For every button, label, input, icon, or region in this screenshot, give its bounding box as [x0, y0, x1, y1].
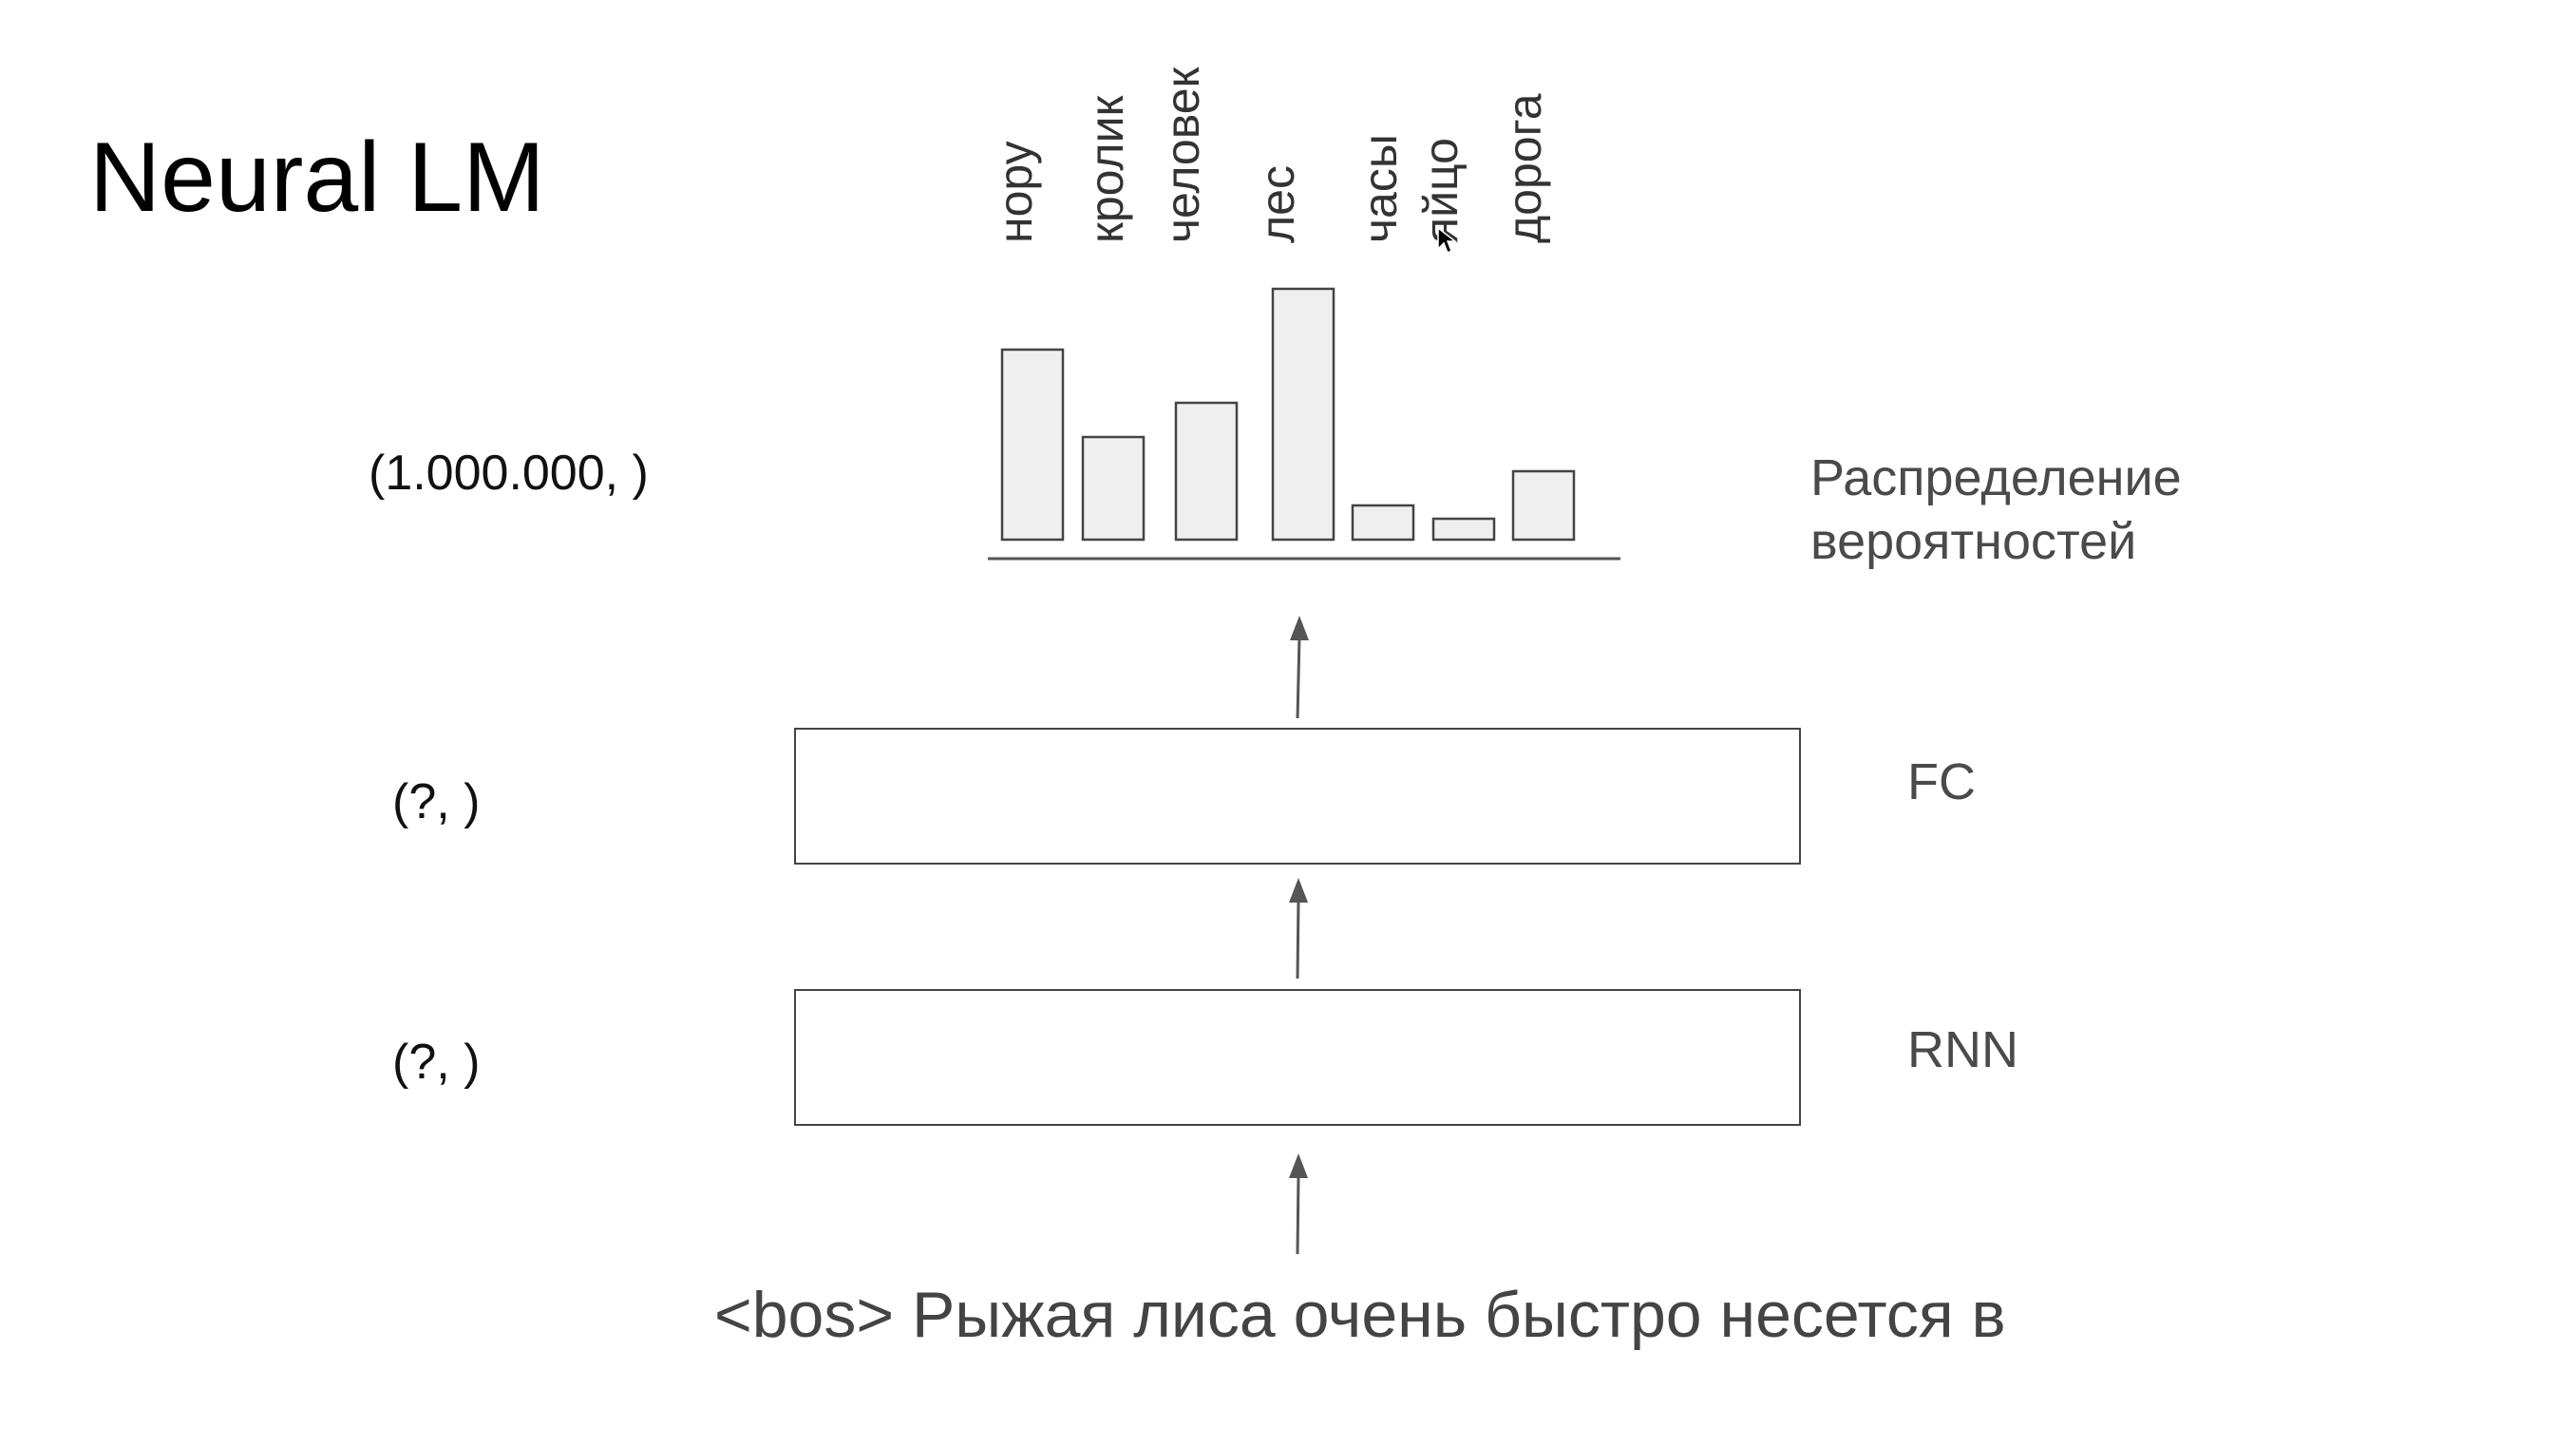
distribution-label-line-2: вероятностей [1810, 512, 2137, 570]
input-sentence: <bos> Рыжая лиса очень быстро несется в [714, 1279, 2006, 1351]
bar-0 [1000, 348, 1065, 542]
rnn-shape-label: (?, ) [392, 1035, 481, 1090]
rnn-layer-label: RNN [1907, 1021, 2018, 1078]
slide-title: Neural LM [89, 123, 545, 233]
bar-5 [1431, 517, 1496, 542]
words-group: нору кролик человек лес часы яйцо дорога [989, 66, 1551, 243]
category-label-3: лес [1251, 165, 1304, 243]
fc-layer-label: FC [1907, 753, 1976, 810]
output-shape-label: (1.000.000, ) [369, 446, 649, 501]
distribution-label: Распределение вероятностей [1810, 447, 2182, 574]
bar-3 [1271, 287, 1335, 542]
category-label-0: нору [989, 141, 1042, 243]
fc-shape-label: (?, ) [392, 774, 481, 829]
fc-layer-box [794, 728, 1801, 865]
category-label-1: кролик [1080, 95, 1133, 243]
arrow-to-fc [1289, 878, 1308, 980]
bar-2 [1174, 401, 1239, 542]
category-label-6: дорога [1498, 93, 1551, 243]
rnn-layer-box [794, 989, 1801, 1126]
category-label-5: яйцо [1414, 138, 1468, 243]
distribution-label-line-1: Распределение [1810, 449, 2182, 506]
arrow-to-rnn [1289, 1153, 1308, 1255]
mouse-cursor-icon [1437, 226, 1457, 255]
bars-group [1000, 287, 1576, 542]
bar-6 [1511, 469, 1576, 542]
category-label-2: человек [1156, 66, 1209, 243]
category-label-4: часы [1354, 134, 1407, 243]
bar-1 [1081, 435, 1146, 542]
bar-4 [1351, 504, 1415, 542]
arrow-to-distribution [1290, 616, 1309, 719]
